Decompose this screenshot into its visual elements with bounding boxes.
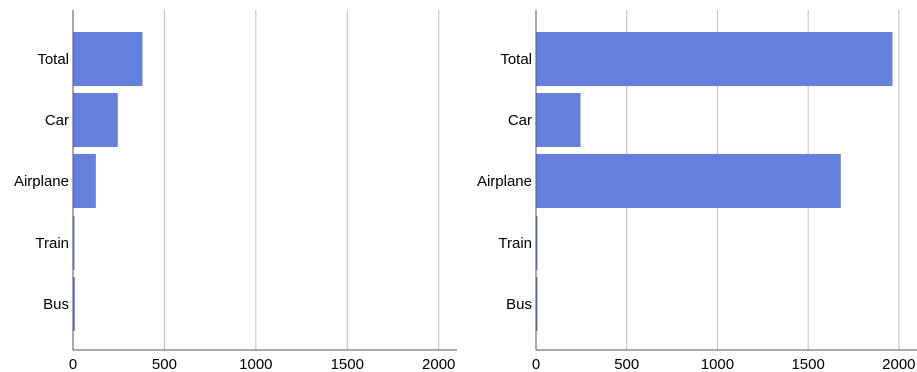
x-tick-label: 1000: [701, 356, 734, 372]
x-tick-label: 500: [152, 356, 177, 372]
chart-panel-right: Total Car Airplane Train Bus 0 500 1000 1500 2000: [477, 10, 917, 372]
bar-bus: [73, 277, 75, 331]
bar-bus: [536, 277, 538, 331]
x-tick-label: 1500: [331, 356, 364, 372]
category-label: Train: [498, 235, 532, 252]
bar-airplane: [73, 154, 96, 208]
x-tick-label: 2000: [882, 356, 915, 372]
bar-total: [536, 32, 893, 86]
category-label: Car: [508, 112, 532, 129]
category-label: Airplane: [14, 173, 69, 190]
category-label: Train: [35, 235, 69, 252]
bar-airplane: [536, 154, 841, 208]
category-label: Total: [500, 51, 532, 68]
bar-train: [73, 216, 75, 270]
category-label: Airplane: [477, 173, 532, 190]
bar-car: [536, 93, 581, 147]
category-label: Bus: [43, 296, 69, 313]
x-tick-label: 0: [69, 356, 77, 372]
category-label: Car: [45, 112, 69, 129]
x-tick-label: 0: [532, 356, 540, 372]
x-tick-label: 500: [614, 356, 639, 372]
x-tick-label: 1000: [239, 356, 272, 372]
x-tick-label: 2000: [422, 356, 455, 372]
category-label: Total: [37, 51, 69, 68]
chart-panel-left: Total Car Airplane Train Bus 0 500 1000 1500 2000: [14, 10, 457, 372]
x-tick-label: 1500: [791, 356, 824, 372]
bar-total: [73, 32, 143, 86]
bar-car: [73, 93, 118, 147]
bar-train: [536, 216, 538, 270]
category-label: Bus: [506, 296, 532, 313]
